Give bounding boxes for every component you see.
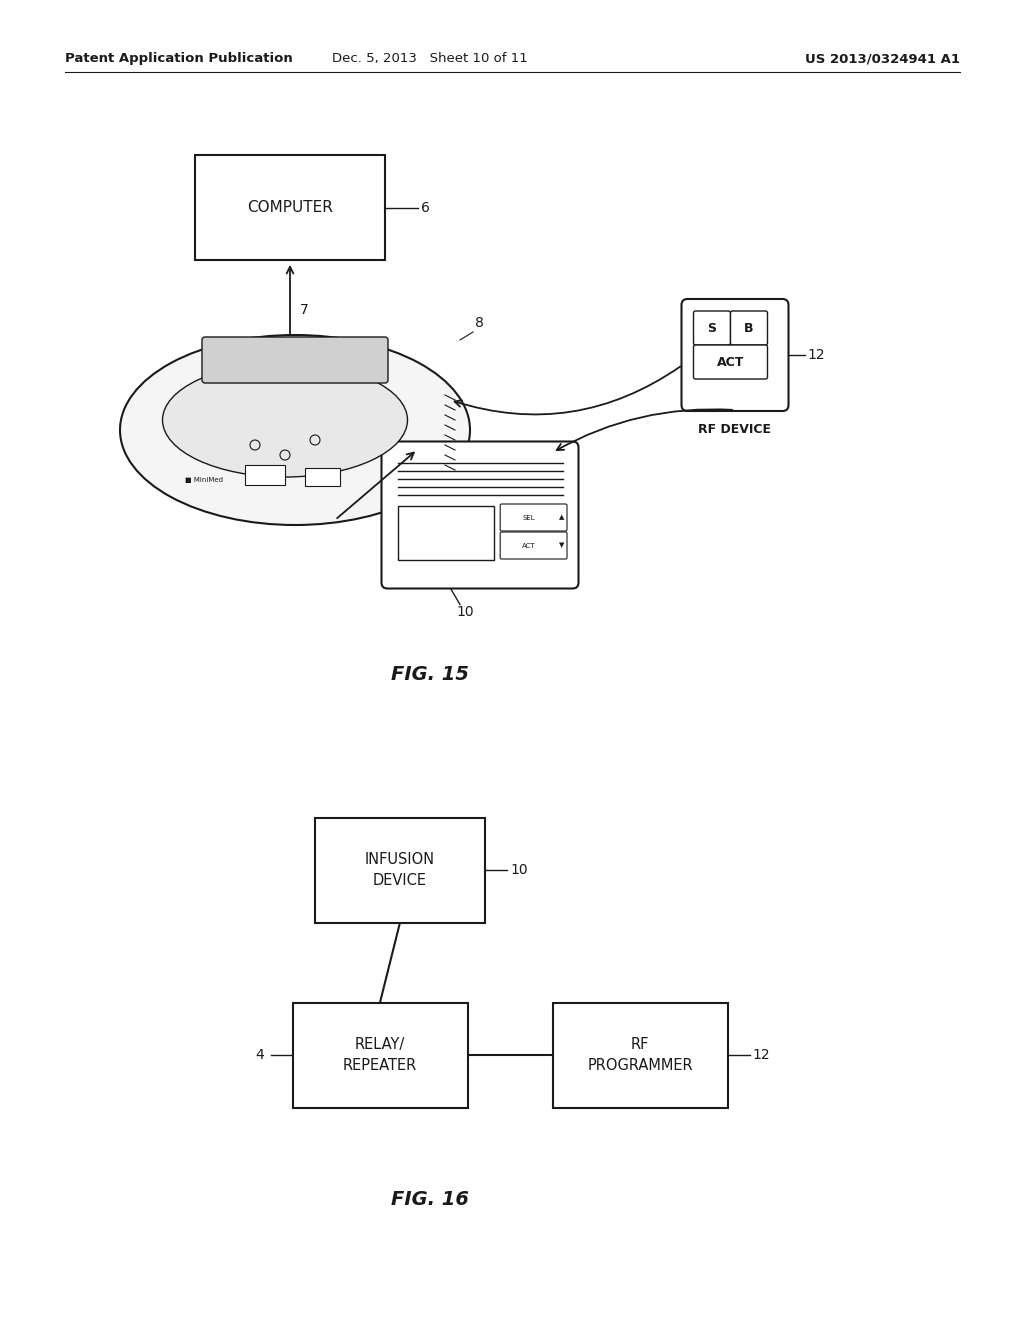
- Text: B: B: [744, 322, 754, 334]
- Text: 12: 12: [808, 348, 825, 362]
- Text: 7: 7: [300, 304, 309, 317]
- Text: 10: 10: [510, 863, 527, 876]
- Ellipse shape: [120, 335, 470, 525]
- Text: ▼: ▼: [559, 543, 564, 549]
- FancyBboxPatch shape: [693, 345, 768, 379]
- Bar: [293, 1002, 468, 1107]
- Text: 8: 8: [475, 315, 484, 330]
- Text: RF
PROGRAMMER: RF PROGRAMMER: [587, 1038, 693, 1073]
- Bar: [553, 1002, 727, 1107]
- Text: ■ MiniMed: ■ MiniMed: [185, 477, 223, 483]
- Bar: [305, 469, 340, 486]
- FancyBboxPatch shape: [202, 337, 388, 383]
- Bar: [315, 817, 485, 923]
- FancyBboxPatch shape: [693, 312, 730, 345]
- FancyBboxPatch shape: [500, 504, 567, 531]
- Text: INFUSION
DEVICE: INFUSION DEVICE: [365, 851, 435, 888]
- Text: 4: 4: [256, 1048, 264, 1063]
- Text: S: S: [708, 322, 717, 334]
- Text: RF DEVICE: RF DEVICE: [698, 422, 771, 436]
- Text: SEL: SEL: [522, 515, 535, 520]
- Text: ACT: ACT: [522, 543, 536, 549]
- Text: 6: 6: [421, 201, 430, 214]
- Text: FIG. 15: FIG. 15: [391, 665, 469, 684]
- Text: 12: 12: [753, 1048, 770, 1063]
- Bar: [195, 154, 385, 260]
- Bar: [245, 465, 285, 484]
- Text: Patent Application Publication: Patent Application Publication: [65, 51, 293, 65]
- FancyBboxPatch shape: [730, 312, 768, 345]
- FancyBboxPatch shape: [382, 441, 579, 589]
- Text: ▲: ▲: [559, 515, 564, 520]
- Text: RELAY/
REPEATER: RELAY/ REPEATER: [343, 1038, 417, 1073]
- FancyBboxPatch shape: [500, 532, 567, 558]
- Text: US 2013/0324941 A1: US 2013/0324941 A1: [805, 51, 961, 65]
- Text: Dec. 5, 2013   Sheet 10 of 11: Dec. 5, 2013 Sheet 10 of 11: [332, 51, 528, 65]
- FancyBboxPatch shape: [682, 300, 788, 411]
- Ellipse shape: [163, 363, 408, 477]
- Text: 10: 10: [456, 605, 474, 619]
- Text: COMPUTER: COMPUTER: [247, 201, 333, 215]
- Text: FIG. 16: FIG. 16: [391, 1191, 469, 1209]
- Bar: [397, 506, 494, 560]
- Text: ACT: ACT: [717, 355, 744, 368]
